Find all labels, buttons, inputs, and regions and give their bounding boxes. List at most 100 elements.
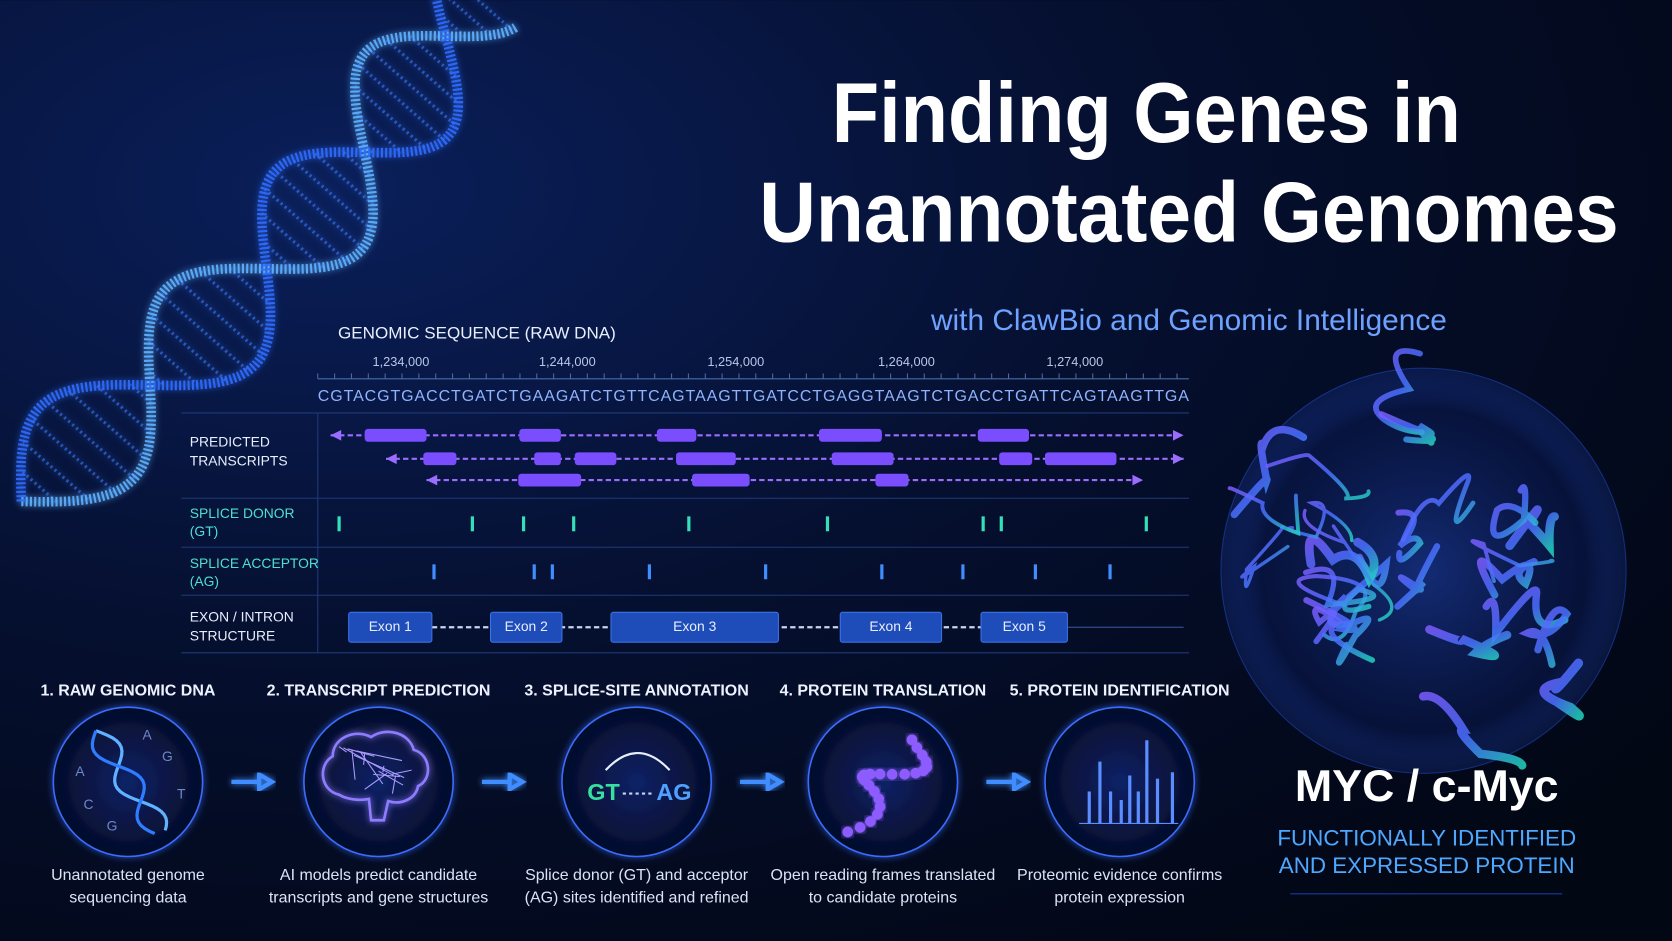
step-caption: (AG) sites identified and refined xyxy=(525,889,749,906)
subtitle: with ClawBio and Genomic Intelligence xyxy=(930,304,1447,337)
exon-box xyxy=(348,611,433,643)
icon-brain-link xyxy=(391,775,397,794)
donor-site xyxy=(470,516,474,532)
track-label: SPLICE ACCEPTOR xyxy=(190,555,319,571)
protein-ribbon xyxy=(1394,543,1441,610)
acceptor-site xyxy=(532,564,536,580)
acceptor-site xyxy=(647,564,651,580)
protein-ribbon xyxy=(1312,606,1376,663)
acceptor-site xyxy=(880,564,884,580)
protein-ribbon xyxy=(1518,606,1572,668)
icon-brain-link xyxy=(351,749,356,780)
helix-rung xyxy=(96,384,152,435)
icon-bead xyxy=(864,768,876,780)
protein-ribbon xyxy=(1482,586,1569,645)
step-caption: AI models predict candidate xyxy=(280,867,477,884)
exon-box xyxy=(489,611,563,643)
step-caption: sequencing data xyxy=(69,889,186,906)
icon-letter: A xyxy=(75,763,85,779)
step-circle xyxy=(561,706,713,858)
icon-brain-link xyxy=(373,773,400,778)
transcript-exon xyxy=(519,428,561,442)
icon-brain-link xyxy=(363,753,366,765)
step-caption: Splice donor (GT) and acceptor xyxy=(525,867,749,884)
transcript-arrow xyxy=(426,474,438,486)
transcript-exon xyxy=(364,428,427,442)
coordinate-label: 1,234,000 xyxy=(373,354,430,369)
helix-strand xyxy=(15,0,464,502)
track-label: EXON / INTRON xyxy=(190,608,294,624)
transcript-arrow xyxy=(1132,474,1144,486)
helix-rung xyxy=(314,152,374,206)
icon-brain-link xyxy=(338,746,347,753)
exon-box xyxy=(839,611,943,643)
donor-site xyxy=(337,516,341,532)
icon-acceptor: AG xyxy=(656,779,691,805)
step-title: 3. SPLICE-SITE ANNOTATION xyxy=(524,682,748,699)
track-label: (AG) xyxy=(190,573,219,589)
icon-brain-link xyxy=(378,770,404,786)
transcript-exon xyxy=(818,428,882,442)
transcript-exon xyxy=(534,452,561,466)
step-caption: protein expression xyxy=(1054,889,1185,906)
helix-rung xyxy=(361,142,374,154)
protein-ribbon xyxy=(1296,573,1368,642)
icon-bar xyxy=(1155,778,1160,824)
protein-ribbon xyxy=(1539,658,1584,721)
helix-rung xyxy=(67,389,147,460)
icon-letter: A xyxy=(143,727,153,743)
title: Finding Genes in xyxy=(832,66,1461,161)
donor-site xyxy=(981,516,985,532)
transcript-exon xyxy=(656,428,697,442)
helix-rung xyxy=(475,0,513,31)
protein-ribbon xyxy=(1378,411,1436,446)
helix-rung xyxy=(147,340,199,386)
transcript-exon xyxy=(692,473,750,487)
exon-label: Exon 5 xyxy=(1003,618,1046,634)
transcript-exon xyxy=(676,452,736,466)
track-label: SPLICE DONOR xyxy=(190,505,295,521)
icon-helix xyxy=(90,730,156,836)
icon-bar xyxy=(1170,772,1175,824)
protein-ribbon xyxy=(1230,425,1308,519)
transcript-arrow xyxy=(1172,429,1184,441)
icon-bar xyxy=(1098,761,1102,824)
protein-ribbon xyxy=(1505,505,1559,559)
icon-bar xyxy=(1128,775,1132,824)
helix-rung xyxy=(22,440,90,501)
coordinate-label: 1,274,000 xyxy=(1046,354,1103,369)
helix-rung xyxy=(160,293,250,372)
step-title: 1. RAW GENOMIC DNA xyxy=(40,682,215,699)
transcript-exon xyxy=(423,452,457,466)
exon-box xyxy=(610,611,779,643)
transcript-arrow xyxy=(330,429,342,441)
coordinate-label: 1,254,000 xyxy=(707,354,764,369)
icon-bar xyxy=(1119,799,1123,824)
title: Unannotated Genomes xyxy=(759,165,1618,260)
icon-brain-link xyxy=(364,772,388,790)
protein-description: FUNCTIONALLY IDENTIFIED xyxy=(1277,825,1576,850)
protein-ribbon xyxy=(1303,597,1372,666)
exon-label: Exon 3 xyxy=(673,618,716,634)
icon-bead xyxy=(906,734,918,746)
helix-strand xyxy=(21,22,520,507)
step-arrow xyxy=(481,770,527,794)
icon-bead xyxy=(874,768,886,780)
icon-bar xyxy=(1087,791,1091,824)
protein-name: MYC / c-Myc xyxy=(1295,761,1559,811)
transcript-arrow xyxy=(1172,453,1184,465)
icon-letter: T xyxy=(177,785,186,801)
icon-bead xyxy=(886,769,898,780)
icon-bead xyxy=(899,768,911,780)
icon-brain-link xyxy=(353,754,405,779)
icon-letter: G xyxy=(107,817,118,833)
donor-site xyxy=(572,516,576,532)
step-circle xyxy=(303,706,454,858)
icon-brain-link xyxy=(356,750,403,762)
icon-brain-link xyxy=(382,765,385,773)
exon-label: Exon 4 xyxy=(869,618,912,634)
icon-bar xyxy=(1108,791,1113,824)
panel-title: GENOMIC SEQUENCE (RAW DNA) xyxy=(338,324,616,343)
acceptor-site xyxy=(961,564,965,580)
